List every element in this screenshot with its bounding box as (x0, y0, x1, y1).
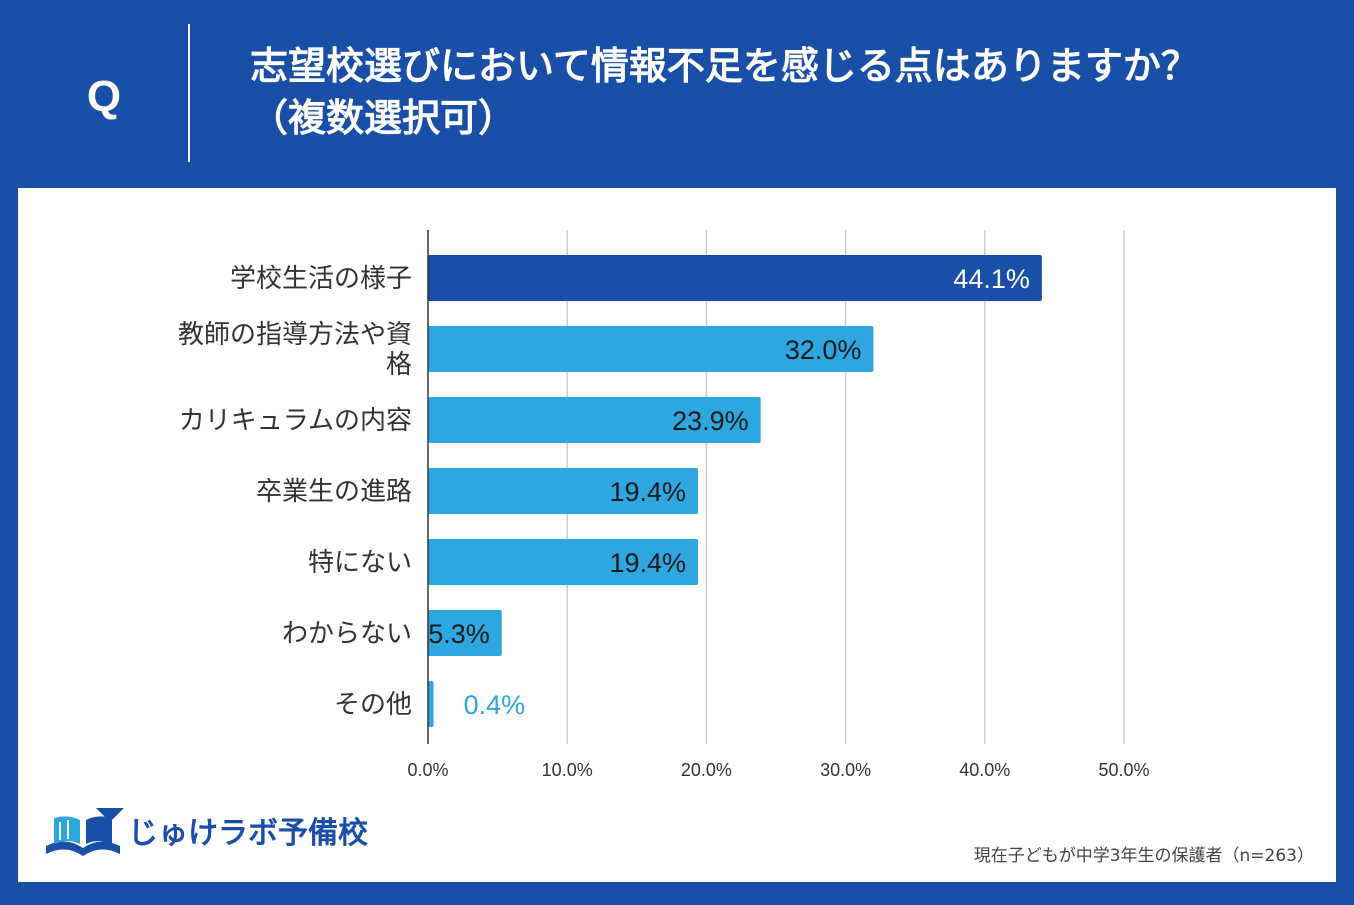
data-label: 0.4% (464, 690, 526, 720)
data-label: 19.4% (609, 477, 686, 507)
x-tick-label: 20.0% (681, 760, 732, 780)
data-label: 5.3% (428, 619, 490, 649)
category-label: 卒業生の進路 (256, 477, 412, 507)
data-label: 23.9% (672, 406, 749, 436)
bar (428, 539, 699, 585)
category-label-line: 特にない (308, 548, 412, 578)
bar-chart: 0.0% 10.0% 20.0% 30.0% 40.0% 50.0% 44.1% 学校生活の様… (178, 230, 1150, 780)
category-label: 特にない (308, 548, 412, 578)
bar (428, 255, 1042, 301)
bar (428, 610, 502, 656)
brand-logo: じゅけラボ予備校 (40, 806, 370, 866)
x-tick-label: 30.0% (820, 760, 871, 780)
category-label: カリキュラムの内容 (179, 406, 412, 436)
x-tick-label: 40.0% (959, 760, 1010, 780)
header: Q 志望校選びにおいて情報不足を感じる点はありますか？ （複数選択可） (0, 0, 1354, 188)
bar (428, 397, 761, 443)
category-label-line: その他 (334, 690, 412, 720)
question-title: 志望校選びにおいて情報不足を感じる点はありますか？ （複数選択可） (250, 40, 1340, 144)
data-label: 19.4% (609, 548, 686, 578)
bar (428, 326, 874, 372)
data-label: 32.0% (785, 335, 862, 365)
category-label-line: 教師の指導方法や資 (178, 320, 412, 350)
category-label-line: 卒業生の進路 (256, 477, 412, 507)
header-divider (188, 24, 190, 162)
x-tick-label: 50.0% (1098, 760, 1149, 780)
bar (428, 681, 434, 727)
category-label: その他 (334, 690, 412, 720)
category-label-line: 格 (386, 350, 412, 380)
category-label-line: 学校生活の様子 (230, 264, 412, 294)
x-tick-label: 10.0% (542, 760, 593, 780)
category-label: わからない (282, 619, 412, 649)
category-label-line: わからない (282, 619, 412, 649)
question-marker: Q (86, 72, 122, 121)
source-note: 現在子どもが中学3年生の保護者（n=263） (973, 846, 1314, 866)
x-tick-label: 0.0% (407, 760, 448, 780)
open-book-icon (46, 808, 124, 856)
data-label: 44.1% (953, 264, 1030, 294)
chart-card: 0.0% 10.0% 20.0% 30.0% 40.0% 50.0% 44.1% 学校生活の様… (18, 188, 1336, 882)
bar (428, 468, 699, 514)
category-label: 学校生活の様子 (230, 264, 412, 294)
brand-name: じゅけラボ予備校 (128, 816, 368, 851)
category-label: 教師の指導方法や資格 (178, 320, 412, 380)
question-title-line-2: （複数選択可） (250, 96, 517, 140)
category-label-line: カリキュラムの内容 (179, 406, 412, 436)
question-title-line-1: 志望校選びにおいて情報不足を感じる点はありますか？ (250, 44, 1199, 88)
